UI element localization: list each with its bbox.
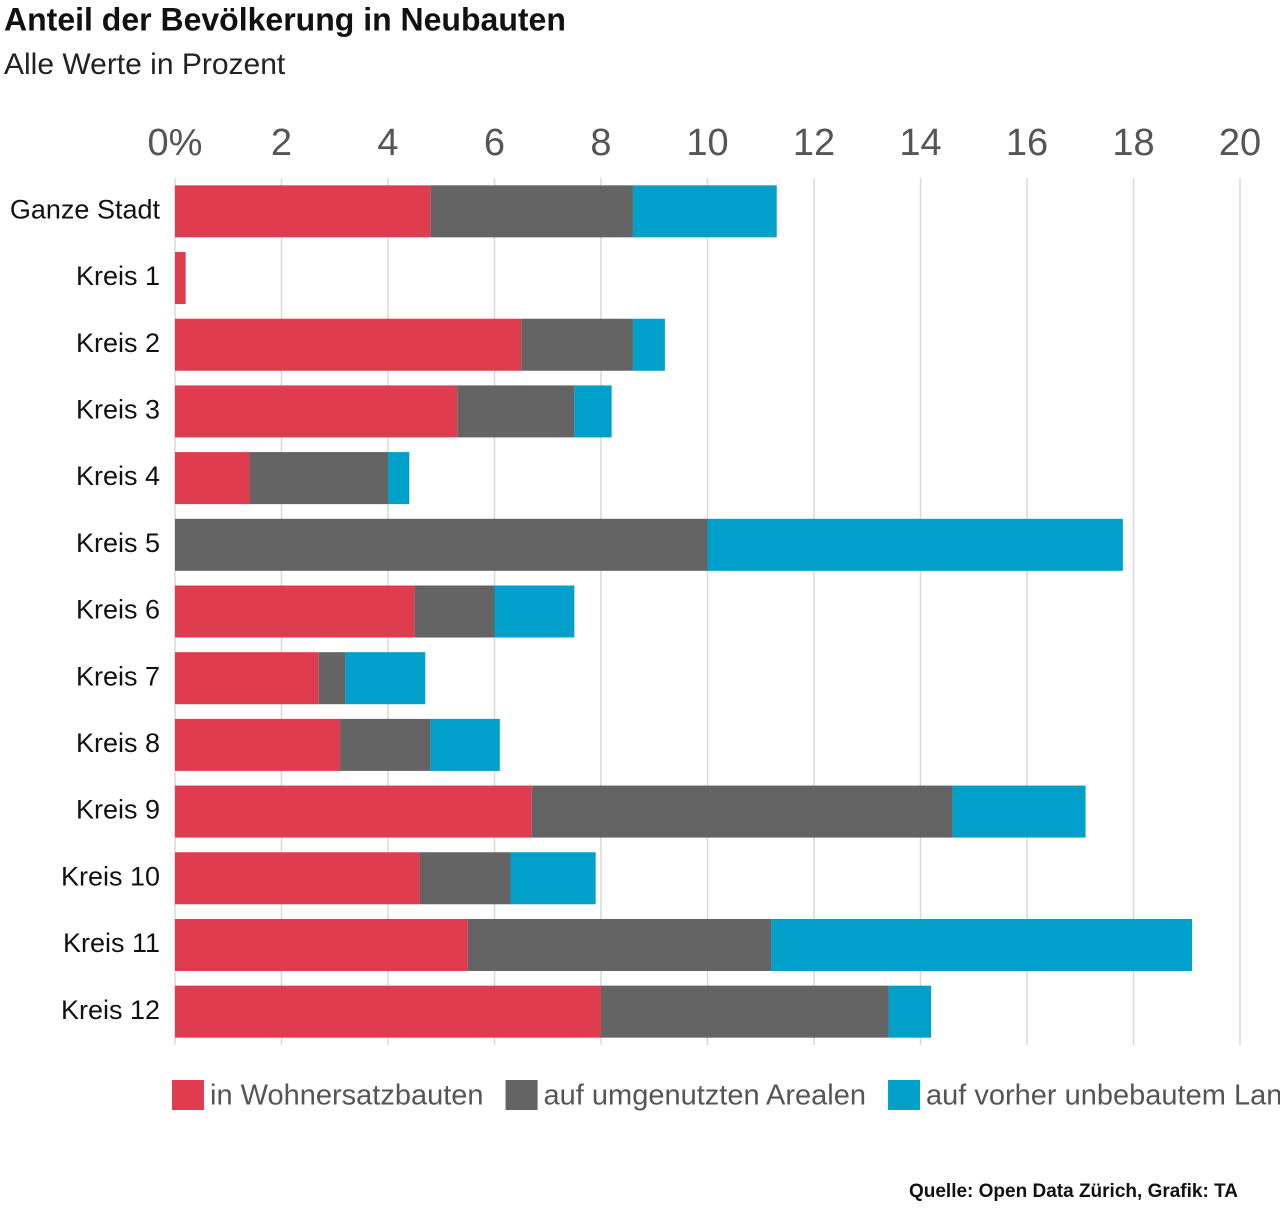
bar-segment bbox=[175, 585, 415, 638]
x-tick-label: 0% bbox=[148, 122, 203, 164]
y-tick-label: Ganze Stadt bbox=[10, 194, 161, 224]
chart-subtitle: Alle Werte in Prozent bbox=[4, 48, 286, 81]
y-tick-label: Kreis 1 bbox=[76, 261, 160, 291]
y-tick-label: Kreis 11 bbox=[63, 928, 160, 958]
y-tick-label: Kreis 4 bbox=[76, 461, 160, 491]
x-tick-label: 10 bbox=[686, 122, 728, 164]
source: Quelle: Open Data Zürich, Grafik: TA bbox=[909, 1181, 1238, 1202]
bar-segment bbox=[175, 918, 468, 971]
bar-segment bbox=[419, 852, 511, 905]
bar-segment bbox=[457, 385, 575, 438]
bar-segment bbox=[175, 318, 522, 371]
bar-segment bbox=[175, 385, 458, 438]
x-tick-label: 14 bbox=[899, 122, 941, 164]
bar-segment bbox=[345, 652, 426, 705]
legend-label: in Wohnersatzbauten bbox=[210, 1080, 484, 1112]
bar-segment bbox=[430, 718, 500, 771]
bar-segment bbox=[318, 652, 346, 705]
bar-segment bbox=[467, 918, 772, 971]
x-tick-label: 6 bbox=[484, 122, 505, 164]
y-tick-label: Kreis 5 bbox=[76, 528, 160, 558]
bar-segment bbox=[430, 185, 633, 238]
bar-segment bbox=[531, 785, 953, 838]
bar-segment bbox=[510, 852, 596, 905]
x-tick-label: 2 bbox=[271, 122, 292, 164]
bar-segment bbox=[175, 252, 186, 305]
legend-swatch bbox=[505, 1080, 538, 1110]
bar-segment bbox=[888, 985, 932, 1038]
chart-title: Anteil der Bevölkerung in Neubauten bbox=[4, 1, 566, 37]
bar-segment bbox=[249, 452, 388, 505]
x-tick-label: 12 bbox=[793, 122, 835, 164]
bar-segment bbox=[175, 718, 341, 771]
bar-segment bbox=[632, 185, 777, 238]
y-tick-label: Kreis 10 bbox=[61, 861, 160, 891]
bar-segment bbox=[707, 518, 1123, 571]
bar-segment bbox=[771, 918, 1193, 971]
y-tick-label: Kreis 9 bbox=[76, 795, 160, 825]
bar-segment bbox=[175, 985, 601, 1038]
x-tick-label: 4 bbox=[377, 122, 398, 164]
bar-segment bbox=[175, 452, 250, 505]
legend-swatch bbox=[888, 1080, 921, 1110]
x-tick-label: 16 bbox=[1006, 122, 1048, 164]
bar-segment bbox=[952, 785, 1086, 838]
legend-label: auf umgenutzten Arealen bbox=[544, 1080, 866, 1112]
bar-segment bbox=[388, 452, 410, 505]
y-tick-label: Kreis 3 bbox=[76, 395, 160, 425]
x-tick-label: 18 bbox=[1112, 122, 1154, 164]
x-tick-label: 8 bbox=[590, 122, 611, 164]
bar-segment bbox=[494, 585, 575, 638]
y-tick-label: Kreis 8 bbox=[76, 728, 160, 758]
bar-segment bbox=[175, 518, 708, 571]
x-tick-label: 20 bbox=[1219, 122, 1261, 164]
bar-segment bbox=[414, 585, 495, 638]
bar-segment bbox=[175, 852, 420, 905]
y-tick-label: Kreis 6 bbox=[76, 595, 160, 625]
bar-segment bbox=[632, 318, 665, 371]
legend-label: auf vorher unbebautem Land bbox=[926, 1080, 1280, 1112]
bar-segment bbox=[175, 185, 431, 238]
bar-segment bbox=[175, 785, 532, 838]
bar-segment bbox=[175, 652, 319, 705]
bar-segment bbox=[521, 318, 633, 371]
y-tick-label: Kreis 12 bbox=[61, 995, 160, 1025]
y-tick-label: Kreis 2 bbox=[76, 328, 160, 358]
bar-segment bbox=[574, 385, 612, 438]
y-tick-label: Kreis 7 bbox=[76, 661, 160, 691]
bar-segment bbox=[601, 985, 889, 1038]
legend-swatch bbox=[172, 1080, 204, 1110]
bar-segment bbox=[340, 718, 431, 771]
